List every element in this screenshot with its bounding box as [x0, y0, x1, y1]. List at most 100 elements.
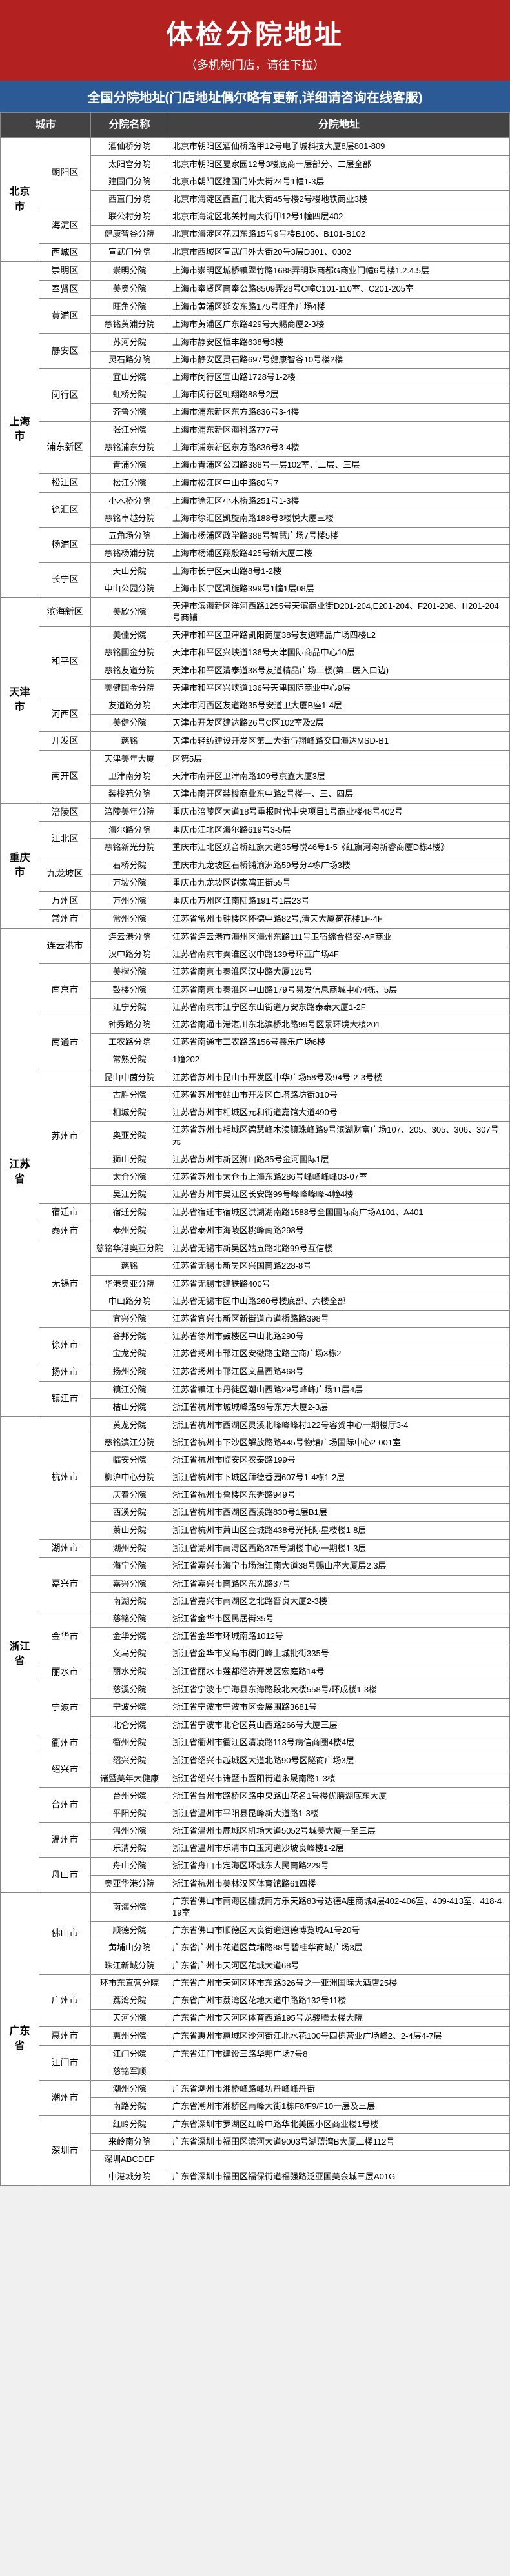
cell-city: 杭州市: [39, 1416, 91, 1539]
cell-address: 北京市朝阳区酒仙桥路甲12号电子城科技大厦8层801-809: [168, 138, 510, 155]
cell-branch: 小木桥分院: [91, 492, 168, 510]
cell-branch: 天山分院: [91, 562, 168, 580]
cell-city: 浦东新区: [39, 421, 91, 474]
cell-branch: 萧山分院: [91, 1521, 168, 1539]
cell-address: 江苏省苏州市吴江区长安路99号峰峰峰峰-4幢4楼: [168, 1185, 510, 1203]
cell-branch: 五角场分院: [91, 528, 168, 545]
cell-branch: 宝龙分院: [91, 1345, 168, 1363]
table-row: 台州市台州分院浙江省台州市路桥区路中央路山花名1号楼优膳湖底东大厦: [1, 1787, 510, 1805]
cell-address: 江苏省南通市港湛川东北滨桥北路99号区景环境大楼201: [168, 1016, 510, 1034]
cell-address: 江苏省无锡市新吴区姑五路北路99号互信楼: [168, 1240, 510, 1258]
cell-address: 浙江省杭州市城城峰路59号东方大厦2-3层: [168, 1399, 510, 1416]
cell-city: 扬州市: [39, 1363, 91, 1382]
cell-address: 广东省深圳市罗湖区红岭中路华北美园小区商业楼1号楼: [168, 2115, 510, 2133]
cell-city: 西城区: [39, 243, 91, 262]
cell-branch: 常熟分院: [91, 1051, 168, 1069]
cell-branch: 嘉兴分院: [91, 1575, 168, 1592]
table-row: 西城区宣武门分院北京市西城区宣武门外大街20号3层D301、0302: [1, 243, 510, 262]
cell-address: 浙江省温州市平阳县昆峰新大道路1-3楼: [168, 1805, 510, 1822]
table-row: 静安区苏河分院上海市静安区恒丰路638号3楼: [1, 333, 510, 351]
cell-address: 江苏省南京市秦淮区中山路179号易发信息商城中心4栋、5层: [168, 981, 510, 998]
cell-branch: 建国门分院: [91, 173, 168, 190]
cell-city: 衢州市: [39, 1734, 91, 1752]
cell-city: 金华市: [39, 1610, 91, 1663]
cell-address: 重庆市九龙坡区石桥铺渝洲路59号分4栋广场3楼: [168, 857, 510, 874]
cell-city: 长宁区: [39, 562, 91, 597]
cell-address: 浙江省宁波市宁波市区会展围路3681号: [168, 1699, 510, 1716]
cell-address: 北京市海淀区北关村南大街甲12号1幢四层402: [168, 208, 510, 226]
cell-address: 上海市闵行区虹翔路88号2层: [168, 386, 510, 404]
cell-branch: 黄埔山分院: [91, 1939, 168, 1957]
cell-branch: 平阳分院: [91, 1805, 168, 1822]
cell-branch: 美健分院: [91, 715, 168, 732]
cell-address: 广东省惠州市惠城区沙河街江北水花100号四栋营业广场峰2、2-4层4-7层: [168, 2027, 510, 2046]
cell-city: 台州市: [39, 1787, 91, 1822]
cell-address: 浙江省衢州市衢江区清凌路113号病信商圈4楼4层: [168, 1734, 510, 1752]
cell-city: 丽水市: [39, 1663, 91, 1681]
cell-city: 奉贤区: [39, 280, 91, 299]
table-row: 苏州市昆山中茵分院江苏省苏州市昆山市开发区中华广场58号及94号-2-3号楼: [1, 1069, 510, 1086]
cell-branch: 酒仙桥分院: [91, 138, 168, 155]
cell-branch: 慈铭国金分院: [91, 644, 168, 662]
cell-branch: 江门分院: [91, 2045, 168, 2063]
cell-address: 上海市浦东新区东方路836号3-4楼: [168, 404, 510, 421]
cell-branch: 江宁分院: [91, 998, 168, 1016]
cell-branch: 健康智谷分院: [91, 226, 168, 243]
cell-address: 北京市朝阳区建国门外大街24号1幢1-3层: [168, 173, 510, 190]
cell-branch: 衢州分院: [91, 1734, 168, 1752]
cell-address: 重庆市江北区海尔路619号3-5层: [168, 822, 510, 839]
cell-branch: 松江分院: [91, 474, 168, 493]
cell-address: 重庆市江北区观音桥红旗大道35号悦46号1-5《红旗河沟新睿商厦D栋4楼》: [168, 839, 510, 857]
table-row: 镇江市镇江分院江苏省镇江市丹徒区潮山西路29号峰峰广场11层4层: [1, 1382, 510, 1399]
cell-address: 上海市徐汇区凯旋南路188号3楼悦大厦三楼: [168, 510, 510, 527]
cell-address: 上海市浦东新区海科路777号: [168, 421, 510, 439]
table-row: 江北区海尔路分院重庆市江北区海尔路619号3-5层: [1, 822, 510, 839]
cell-branch: 临安分院: [91, 1451, 168, 1469]
cell-branch: 慈溪分院: [91, 1681, 168, 1699]
cell-address: 上海市杨浦区政学路388号智慧广场7号楼5楼: [168, 528, 510, 545]
cell-province: 江苏省: [1, 929, 39, 1416]
cell-address: 广东省广州市天河区体育西路195号龙骏腾太楼大院: [168, 2010, 510, 2027]
cell-branch: 美楷分院: [91, 964, 168, 981]
cell-branch: 吴江分院: [91, 1185, 168, 1203]
cell-branch: 奥亚分院: [91, 1122, 168, 1151]
cell-address: [168, 2151, 510, 2168]
cell-branch: 慈铭杨浦分院: [91, 545, 168, 562]
cell-branch: 古胜分院: [91, 1086, 168, 1104]
cell-branch: 谷邦分院: [91, 1328, 168, 1345]
cell-branch: 苏河分院: [91, 333, 168, 351]
cell-branch: 万州分院: [91, 891, 168, 910]
cell-address: 浙江省金华市区民居街35号: [168, 1610, 510, 1628]
table-row: 九龙坡区石桥分院重庆市九龙坡区石桥铺渝洲路59号分4栋广场3楼: [1, 857, 510, 874]
cell-city: 涪陵区: [39, 803, 91, 822]
cell-branch: 金华分院: [91, 1628, 168, 1645]
cell-branch: 扬州分院: [91, 1363, 168, 1382]
cell-address: 广东省广州市花道区黄埔路88号碧桂华商城广场3层: [168, 1939, 510, 1957]
cell-branch: 宜兴分院: [91, 1311, 168, 1328]
cell-branch: 深圳ABCDEF: [91, 2151, 168, 2168]
cell-branch: 潮州分院: [91, 2081, 168, 2098]
cell-address: 浙江省绍兴市诸暨市暨阳街道永晟南路1-3楼: [168, 1770, 510, 1787]
cell-city: 闵行区: [39, 369, 91, 422]
cell-address: 江苏省苏州市相城区德慧峰木渎镇珠峰路9号滨湖财富广场107、205、305、30…: [168, 1122, 510, 1151]
cell-address: 浙江省台州市路桥区路中央路山花名1号楼优膳湖底东大厦: [168, 1787, 510, 1805]
cell-address: 江苏省无锡市区中山路260号楼底部、六楼全部: [168, 1293, 510, 1310]
cell-address: 浙江省舟山市定海区环城东人民南路229号: [168, 1858, 510, 1875]
cell-city: 佛山市: [39, 1892, 91, 1974]
cell-address: 上海市黄浦区广东路429号天赐商厦2-3楼: [168, 316, 510, 333]
cell-city: 黄浦区: [39, 299, 91, 333]
cell-address: 天津市河西区友道路35号安道卫大厦B座1-4层: [168, 697, 510, 715]
cell-address: 江苏省苏州市昆山市开发区中华广场58号及94号-2-3号楼: [168, 1069, 510, 1086]
table-row: 闵行区宜山分院上海市闵行区宜山路1728号1-2楼: [1, 369, 510, 386]
cell-branch: 石桥分院: [91, 857, 168, 874]
cell-address: 北京市朝阳区夏家园12号3楼底商一层部分、二层全部: [168, 155, 510, 173]
table-row: 南京市美楷分院江苏省南京市秦淮区汉中路大厦126号: [1, 964, 510, 981]
cell-branch: 鼓楼分院: [91, 981, 168, 998]
cell-address: 广东省深圳市福田区福保街道福强路泛亚国美会城三层A01G: [168, 2168, 510, 2186]
cell-address: 浙江省杭州市下城区拜德香园607号1-4栋1-2层: [168, 1469, 510, 1487]
cell-address: 上海市松江区中山中路80号7: [168, 474, 510, 493]
table-row: 温州市温州分院浙江省温州市鹿城区机场大道5052号城美大厦一至三层: [1, 1823, 510, 1840]
cell-branch: 慈铭浦东分院: [91, 439, 168, 456]
cell-branch: 钟秀路分院: [91, 1016, 168, 1034]
cell-branch: 中山公园分院: [91, 580, 168, 597]
